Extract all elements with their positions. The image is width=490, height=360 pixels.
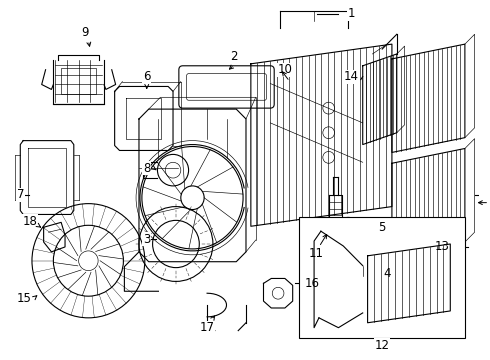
Text: 14: 14 [343,70,359,83]
Text: 3: 3 [143,233,150,246]
Text: 2: 2 [231,50,238,63]
Text: 8: 8 [143,162,150,175]
Text: 15: 15 [17,292,32,305]
Text: 11: 11 [309,247,323,260]
Text: 17: 17 [199,321,215,334]
Bar [61,68,96,94]
Text: 18: 18 [23,215,37,228]
Text: 6: 6 [143,70,150,83]
Text: 4: 4 [383,267,391,280]
Text: 16: 16 [305,277,319,290]
Text: 12: 12 [375,339,390,352]
Text: 1: 1 [347,7,355,20]
Text: 7: 7 [17,188,24,201]
Text: 5: 5 [378,221,386,234]
Text: 9: 9 [82,26,89,39]
Text: 10: 10 [277,63,293,76]
Text: 13: 13 [435,240,450,253]
Bar [299,217,465,338]
